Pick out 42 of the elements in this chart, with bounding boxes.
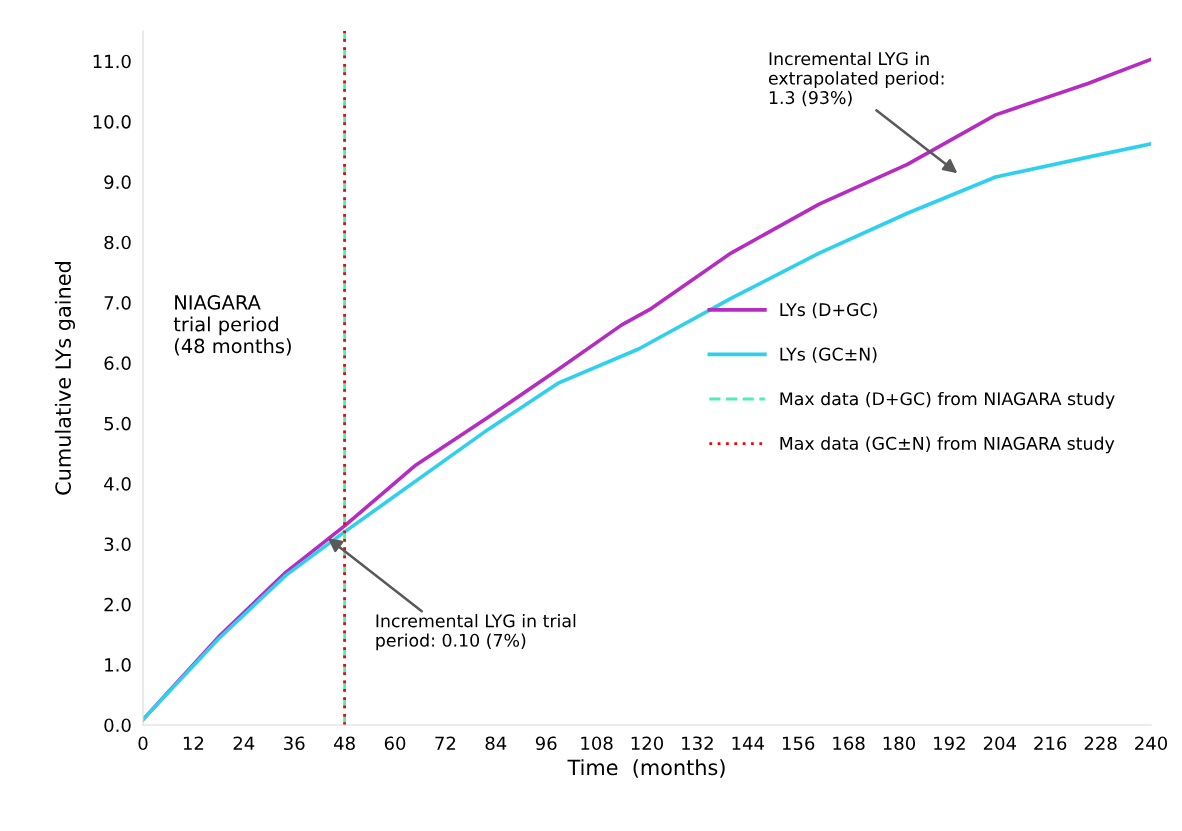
x-tick-label: 240 — [1135, 736, 1168, 751]
legend-label: Max data (GC±N) from NIAGARA study — [780, 436, 1115, 454]
y-tick-label: 8.0 — [104, 235, 131, 250]
y-tick-label: 7.0 — [104, 296, 131, 310]
x-axis-title: Time (months) — [567, 759, 725, 778]
y-axis-title: Cumulative LYs gained — [54, 262, 76, 495]
legend-label: LYs (D+GC) — [780, 302, 877, 319]
y-tick-label: 10.0 — [93, 114, 131, 129]
y-tick-label: 2.0 — [104, 597, 131, 612]
y-tick-label: 5.0 — [104, 416, 131, 431]
x-tick-label: 120 — [631, 736, 664, 751]
x-tick-label: 0 — [138, 736, 148, 751]
x-tick-label: 96 — [535, 736, 557, 751]
y-tick-label: 4.0 — [104, 477, 131, 491]
x-tick-label: 36 — [284, 736, 305, 751]
legend-label: LYs (GC±N) — [780, 347, 877, 363]
annotation: NIAGARA trial period (48 months) — [173, 295, 291, 356]
legend-label: Max data (D+GC) from NIAGARA study — [780, 391, 1115, 409]
x-tick-label: 84 — [485, 736, 507, 751]
x-tick-label: 192 — [934, 736, 965, 751]
x-tick-label: 168 — [833, 736, 865, 751]
x-tick-label: 228 — [1084, 736, 1117, 751]
y-tick-label: 9.0 — [104, 175, 131, 189]
x-tick-label: 108 — [581, 736, 613, 751]
x-tick-label: 132 — [682, 736, 713, 751]
y-tick-label: 3.0 — [104, 537, 131, 552]
x-tick-label: 216 — [1034, 736, 1067, 751]
x-tick-label: 48 — [334, 736, 355, 751]
x-tick-label: 204 — [983, 736, 1017, 751]
y-tick-label: 6.0 — [104, 356, 131, 371]
x-tick-label: 144 — [732, 736, 765, 750]
x-tick-label: 156 — [782, 736, 815, 751]
y-tick-label: 1.0 — [105, 658, 131, 672]
annotation: Incremental LYG in extrapolated period: 1.3 (93%) — [768, 51, 944, 107]
annotation: Incremental LYG in trial period: 0.10 (7%) — [376, 613, 576, 651]
y-tick-label: 0.0 — [104, 718, 131, 733]
y-tick-label: 11.0 — [93, 54, 131, 69]
x-tick-label: 72 — [435, 736, 456, 750]
x-tick-label: 24 — [233, 736, 255, 750]
x-tick-label: 12 — [183, 736, 204, 750]
x-tick-label: 60 — [384, 736, 406, 751]
x-tick-label: 180 — [883, 736, 916, 751]
